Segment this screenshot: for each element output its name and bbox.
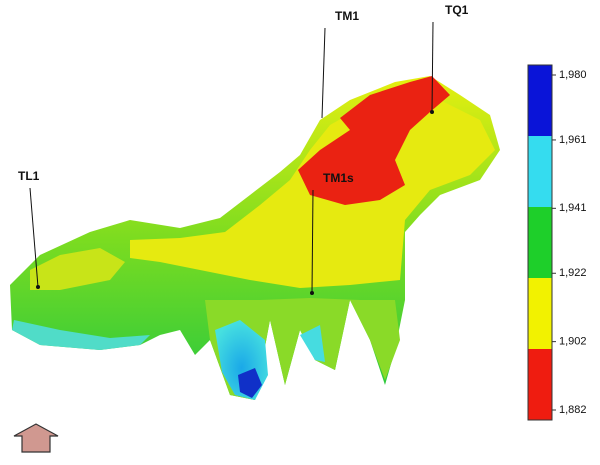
color-band [528,207,552,278]
well-label: TQ1 [445,3,469,17]
home-button[interactable] [13,423,59,453]
tick-label: 1,980 [559,69,587,81]
tick-label: 1,902 [559,336,587,348]
surface-red [298,76,450,205]
well-marker [36,285,40,289]
well-label: TM1s [323,171,354,185]
surface-blue [238,368,262,398]
well-marker [430,110,434,114]
well-line [431,21,434,113]
surface-cyan-west [12,320,150,350]
wells: TL1 TM1 TQ1 TM1s [18,3,469,295]
tick-label: 1,922 [559,267,587,279]
color-scale-frame [527,64,553,421]
well-marker [310,291,314,295]
surface-cyan-mid [300,325,325,362]
well-label: TM1 [335,9,359,23]
color-band [528,349,552,420]
surface [10,76,500,400]
home-icon[interactable] [13,423,59,453]
well-line [29,187,39,288]
well-label: TL1 [18,169,40,183]
tick-label: 1,882 [559,404,587,416]
tick-label: 1,961 [559,134,587,146]
tick-label: 1,941 [559,202,587,214]
color-band [528,65,552,136]
well-line [321,27,326,119]
surface-yellow-west [30,248,125,290]
color-band [528,278,552,349]
color-band [528,136,552,207]
well-line [311,189,314,294]
color-scale: 1,980 1,961 1,941 1,922 1,902 1,882 [527,64,587,421]
